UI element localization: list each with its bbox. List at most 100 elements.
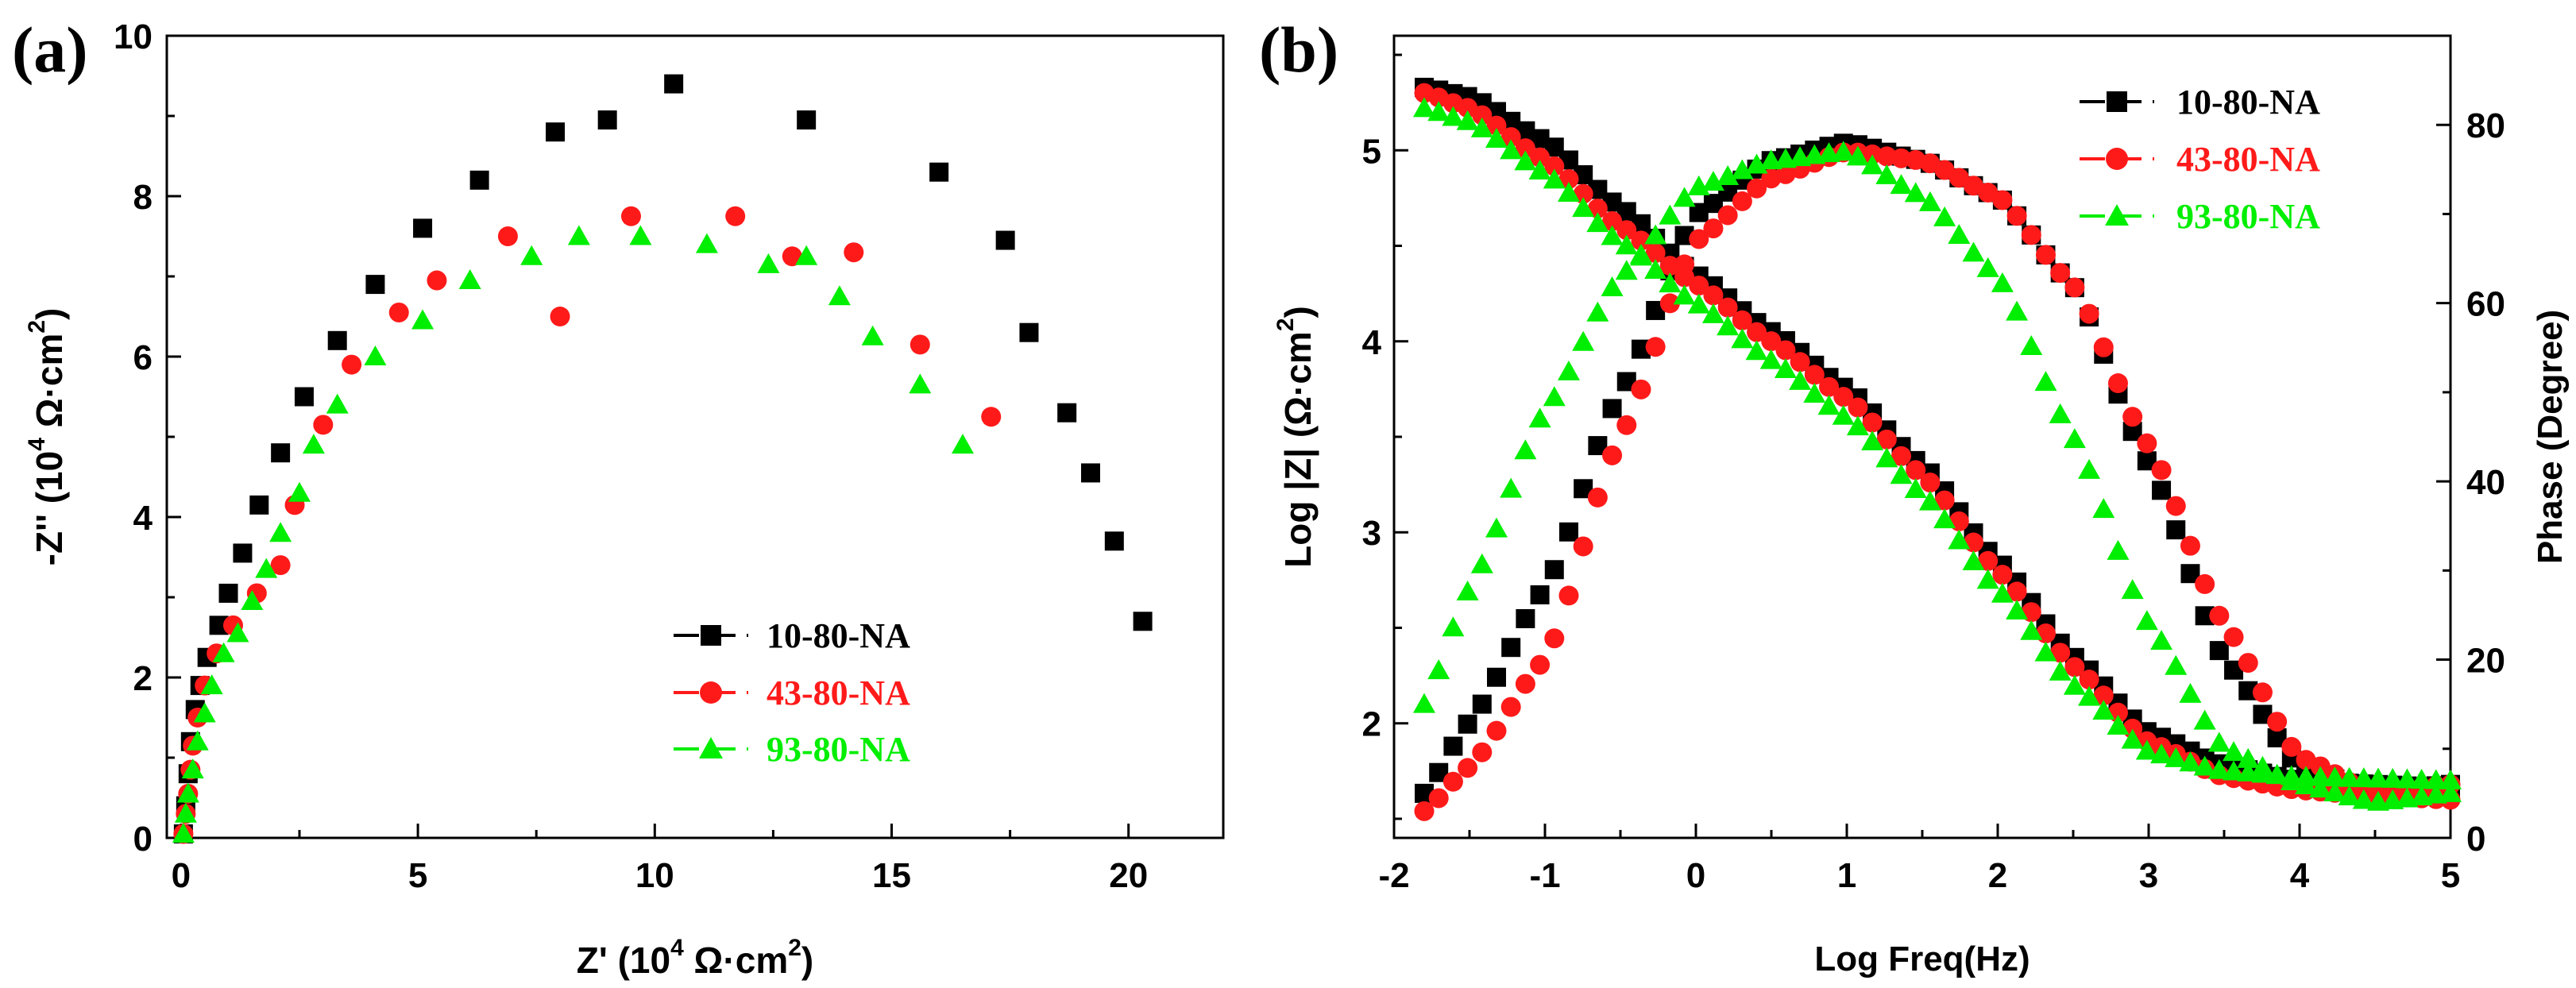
legend-label-93-80-na: 93-80-NA <box>767 730 910 769</box>
data-point-43-80-na-logz <box>1978 550 1999 571</box>
data-point-93-80-na-phase <box>1413 693 1435 713</box>
data-point-93-80-na-logz <box>1875 447 1898 468</box>
data-point-93-80-na <box>186 730 209 751</box>
data-point-93-80-na <box>757 253 780 273</box>
data-point-43-80-na-phase <box>2252 682 2273 703</box>
legend-entry-10-80-na: 10-80-NA <box>674 616 910 655</box>
data-point-10-80-na <box>233 543 253 563</box>
data-point-93-80-na-phase <box>1918 191 1941 211</box>
data-point-93-80-na-phase <box>1456 581 1479 601</box>
data-point-43-80-na-phase <box>1862 144 1883 164</box>
panel-a-ticks <box>167 34 1130 839</box>
data-point-43-80-na-logz <box>1848 397 1868 418</box>
x-tick-label: 0 <box>172 856 191 895</box>
data-point-93-80-na-logz <box>2135 739 2158 760</box>
data-point-93-80-na-phase <box>2439 782 2462 802</box>
data-point-93-80-na-logz <box>2193 755 2216 776</box>
panel-a-tick-labels: 0 5 10 15 20 0 2 4 6 8 10 <box>114 17 1148 895</box>
data-point-93-80-na-phase <box>1543 386 1566 407</box>
data-point-93-80-na-logz <box>2237 761 2260 782</box>
data-point-93-80-na-logz <box>1456 110 1479 130</box>
data-point-43-80-na-phase <box>1428 788 1449 809</box>
data-point-93-80-na-phase <box>1948 223 1971 244</box>
data-point-43-80-na-phase <box>2195 573 2215 594</box>
data-point-93-80-na-phase <box>1962 241 1985 262</box>
data-point-93-80-na <box>176 782 199 803</box>
data-point-43-80-na-phase <box>2281 736 2302 757</box>
x-tick-label: 10 <box>635 856 674 895</box>
data-point-93-80-na-logz <box>1745 340 1768 361</box>
y-tick-label: 8 <box>133 178 153 217</box>
data-point-93-80-na-phase <box>1731 159 1754 179</box>
data-point-93-80-na-phase <box>1875 164 1898 184</box>
data-point-93-80-na-logz <box>2150 743 2173 764</box>
data-point-93-80-na-logz <box>2381 767 2404 788</box>
data-point-43-80-na-phase <box>2180 535 2200 556</box>
data-point-43-80-na-logz <box>1920 473 1941 493</box>
data-point-10-80-na-phase <box>1458 714 1477 734</box>
data-point-93-80-na-logz <box>1933 508 1956 529</box>
data-point-93-80-na-logz <box>1557 182 1580 203</box>
data-point-43-80-na-phase <box>2093 337 2114 357</box>
panel-a-legend: 10-80-NA 43-80-NA 93-80-NA <box>674 616 910 769</box>
data-point-10-80-na <box>294 387 314 407</box>
data-point-43-80-na-logz <box>2050 643 2071 663</box>
data-point-93-80-na-logz <box>2338 766 2361 787</box>
panel-a-y-axis-label: -Z'' (104 Ω·cm2) <box>24 308 70 566</box>
y-tick-label: 0 <box>133 820 153 859</box>
data-point-93-80-na-logz <box>2063 674 2086 695</box>
data-point-43-80-na-phase <box>1616 415 1637 435</box>
data-point-10-80-na <box>249 495 269 515</box>
data-point-43-80-na-logz <box>1515 138 1535 159</box>
data-point-93-80-na-logz <box>1918 490 1941 511</box>
data-point-93-80-na-logz <box>2323 766 2346 787</box>
data-point-93-80-na-phase <box>2063 428 2086 449</box>
legend-label-10-80-na: 10-80-NA <box>767 616 910 655</box>
data-point-43-80-na-logz <box>1602 210 1623 231</box>
data-point-93-80-na-phase <box>1701 171 1724 191</box>
data-point-93-80-na-phase <box>2049 403 2072 423</box>
data-point-93-80-na-phase <box>1427 659 1450 680</box>
data-point-10-80-na <box>1133 612 1153 631</box>
data-point-10-80-na-phase <box>2152 480 2172 500</box>
data-point-43-80-na-phase <box>1876 146 1897 167</box>
data-point-93-80-na-logz <box>1846 415 1869 436</box>
data-point-43-80-na-logz <box>1833 387 1854 407</box>
data-point-93-80-na-phase <box>2207 731 2230 752</box>
data-point-43-80-na-logz <box>1906 460 1926 480</box>
data-point-93-80-na-phase <box>1442 616 1465 637</box>
data-point-43-80-na-phase <box>2107 373 2128 394</box>
x-tick-label: 5 <box>2441 856 2460 895</box>
data-point-10-80-na-phase <box>1558 522 1578 542</box>
data-point-93-80-na-logz <box>1673 284 1696 305</box>
data-point-93-80-na-phase <box>2165 654 2188 675</box>
data-point-93-80-na-phase <box>2193 709 2216 730</box>
data-point-43-80-na-logz <box>1645 243 1666 264</box>
data-point-43-80-na-logz <box>2064 657 2085 677</box>
data-point-93-80-na-logz <box>2092 700 2115 720</box>
data-point-43-80-na-phase <box>1659 293 1680 314</box>
data-point-93-80-na-logz <box>1586 212 1609 233</box>
data-point-43-80-na-logz <box>1659 256 1680 276</box>
data-point-93-80-na-phase <box>2309 778 2332 798</box>
panel-b-data-points <box>1413 77 2462 821</box>
y2-tick-label: 40 <box>2466 463 2505 502</box>
data-point-43-80-na-phase <box>1587 487 1608 508</box>
data-point-43-80-na-logz <box>1819 376 1840 397</box>
data-point-10-80-na-phase <box>1544 560 1564 580</box>
data-point-93-80-na-phase <box>1673 187 1696 207</box>
legend-label-43-80-na: 43-80-NA <box>2176 140 2320 179</box>
data-point-43-80-na-logz <box>1963 532 1983 553</box>
data-point-10-80-na-phase <box>1486 667 1506 687</box>
panel-b-legend: 10-80-NA 43-80-NA 93-80-NA <box>2080 83 2320 236</box>
x-tick-label: -1 <box>1529 856 1560 895</box>
data-point-93-80-na-logz <box>1832 404 1855 425</box>
data-point-43-80-na-phase <box>2137 433 2157 453</box>
legend-entry-10-80-na: 10-80-NA <box>2080 83 2320 122</box>
data-point-10-80-na <box>413 218 433 238</box>
data-point-93-80-na-logz <box>2107 714 2130 735</box>
data-point-10-80-na <box>1057 403 1077 423</box>
y2-tick-label: 20 <box>2466 642 2505 681</box>
data-point-93-80-na-logz <box>1659 272 1682 293</box>
data-point-10-80-na-phase <box>1516 608 1535 628</box>
